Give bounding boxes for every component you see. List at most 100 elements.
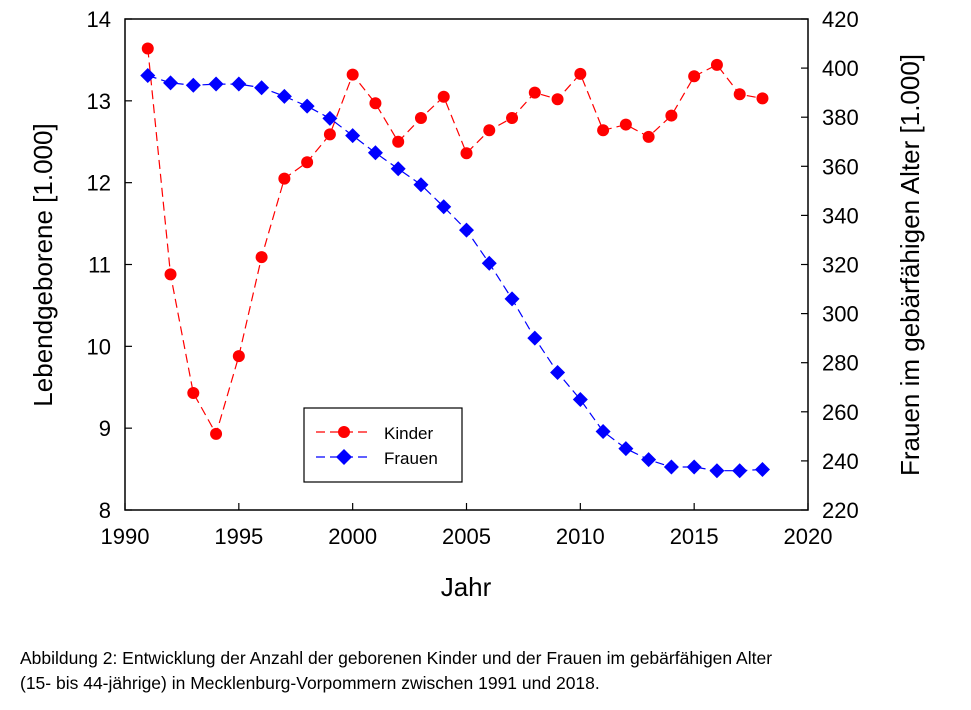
point-kinder xyxy=(414,112,427,125)
y-right-tick-label: 420 xyxy=(822,7,859,32)
point-kinder xyxy=(597,124,610,137)
point-frauen xyxy=(595,423,611,439)
point-frauen xyxy=(140,67,156,83)
point-kinder xyxy=(141,42,154,55)
y-right-tick-label: 380 xyxy=(822,105,859,130)
y-left-tick-label: 13 xyxy=(87,89,111,114)
y-left-tick-label: 9 xyxy=(99,416,111,441)
chart: 1990 1995 2000 2005 2010 2015 2020 8 9 10 11 12 13 14… xyxy=(28,7,925,602)
legend-label-frauen: Frauen xyxy=(384,449,438,468)
point-kinder xyxy=(232,350,245,363)
point-frauen xyxy=(413,177,429,193)
point-frauen xyxy=(345,128,361,144)
point-frauen xyxy=(504,291,520,307)
point-kinder xyxy=(278,172,291,185)
y-right-tick-label: 360 xyxy=(822,154,859,179)
x-axis-label: Jahr xyxy=(441,572,492,602)
point-kinder xyxy=(369,97,382,110)
y-left-tick-label: 8 xyxy=(99,498,111,523)
point-kinder xyxy=(460,147,473,160)
point-kinder xyxy=(710,58,723,71)
point-kinder xyxy=(323,128,336,141)
point-frauen xyxy=(185,77,201,93)
point-kinder xyxy=(688,70,701,83)
point-kinder xyxy=(392,135,405,148)
point-frauen xyxy=(208,76,224,92)
legend-label-kinder: Kinder xyxy=(384,424,433,443)
y-right-tick-label: 240 xyxy=(822,449,859,474)
figure-caption: Abbildung 2: Entwicklung der Anzahl der … xyxy=(20,646,965,696)
y-right-tick-label: 220 xyxy=(822,498,859,523)
y-left-tick-label: 12 xyxy=(87,171,111,196)
point-frauen xyxy=(709,463,725,479)
x-tick-label: 1990 xyxy=(101,524,150,549)
point-kinder xyxy=(437,90,450,103)
point-frauen xyxy=(163,75,179,91)
point-kinder xyxy=(733,88,746,101)
legend: Kinder Frauen xyxy=(303,407,463,483)
point-kinder xyxy=(528,86,541,99)
point-kinder xyxy=(187,386,200,399)
point-frauen xyxy=(732,463,748,479)
x-tick-label: 2020 xyxy=(784,524,833,549)
point-kinder xyxy=(164,268,177,281)
point-frauen xyxy=(527,330,543,346)
point-frauen xyxy=(618,441,634,457)
right-axis-label: Frauen im gebärfähigen Alter [1.000] xyxy=(895,54,925,476)
y-right-tick-label: 280 xyxy=(822,351,859,376)
legend-item-kinder: Kinder xyxy=(316,424,433,443)
x-tick-label: 2015 xyxy=(670,524,719,549)
point-kinder xyxy=(756,92,769,105)
point-kinder xyxy=(346,68,359,81)
point-frauen xyxy=(436,199,452,215)
legend-marker-kinder xyxy=(338,426,350,438)
y-right-tick-label: 260 xyxy=(822,400,859,425)
series-layer xyxy=(140,42,770,479)
point-frauen xyxy=(663,459,679,475)
point-kinder xyxy=(301,156,314,169)
caption-line-1: Abbildung 2: Entwicklung der Anzahl der … xyxy=(20,648,773,668)
point-kinder xyxy=(210,427,223,440)
point-frauen xyxy=(641,452,657,468)
plot-frame xyxy=(124,18,809,511)
axis-ticks: 1990 1995 2000 2005 2010 2015 2020 8 9 10 11 12 13 14… xyxy=(87,7,859,549)
point-kinder xyxy=(574,67,587,80)
y-left-tick-label: 10 xyxy=(87,334,111,359)
point-kinder xyxy=(665,109,678,122)
point-kinder xyxy=(506,112,519,125)
point-frauen xyxy=(322,110,338,126)
point-frauen xyxy=(572,392,588,408)
point-frauen xyxy=(231,76,247,92)
left-axis-label: Lebendgeborene [1.000] xyxy=(28,123,58,406)
point-frauen xyxy=(390,161,406,177)
y-right-tick-label: 400 xyxy=(822,56,859,81)
point-frauen xyxy=(276,88,292,104)
point-frauen xyxy=(550,365,566,381)
point-kinder xyxy=(255,251,268,264)
point-kinder xyxy=(483,124,496,137)
point-frauen xyxy=(459,222,474,238)
point-kinder xyxy=(642,130,655,143)
point-kinder xyxy=(619,118,632,131)
legend-item-frauen: Frauen xyxy=(316,449,438,468)
caption-line-2: (15- bis 44-jährige) in Mecklenburg-Vorp… xyxy=(20,673,600,693)
y-left-tick-label: 14 xyxy=(87,7,111,32)
point-frauen xyxy=(686,459,702,475)
x-tick-label: 2000 xyxy=(328,524,377,549)
series-line-kinder xyxy=(147,48,763,436)
legend-box xyxy=(303,407,463,483)
point-frauen xyxy=(367,145,383,161)
point-frauen xyxy=(299,98,315,114)
point-frauen xyxy=(754,461,770,477)
x-tick-label: 2010 xyxy=(556,524,605,549)
series-line-frauen xyxy=(147,74,763,472)
point-kinder xyxy=(551,93,564,106)
y-left-tick-label: 11 xyxy=(88,253,111,278)
x-tick-label: 2005 xyxy=(442,524,491,549)
y-right-tick-label: 340 xyxy=(822,203,859,228)
x-tick-label: 1995 xyxy=(214,524,263,549)
point-frauen xyxy=(254,80,270,96)
legend-marker-frauen xyxy=(336,449,352,465)
point-frauen xyxy=(481,255,497,271)
y-right-tick-label: 300 xyxy=(822,302,859,327)
